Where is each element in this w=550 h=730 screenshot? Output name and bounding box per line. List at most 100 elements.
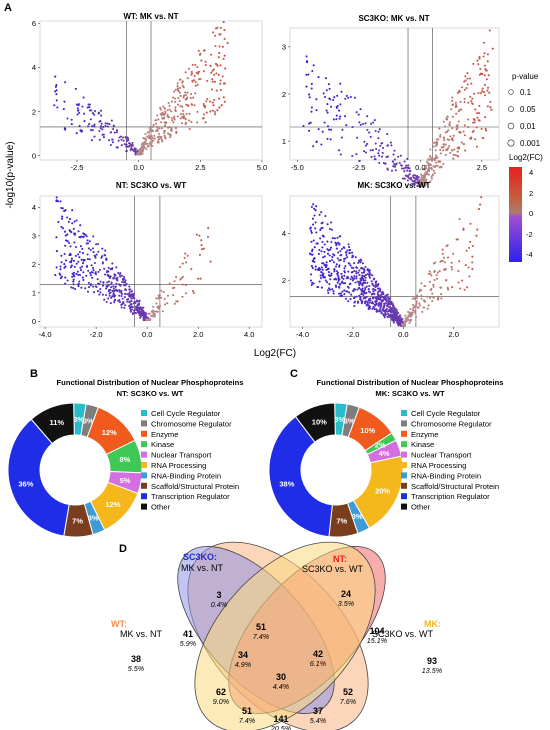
data-point <box>315 141 318 144</box>
data-point <box>343 293 346 296</box>
data-point <box>446 286 449 289</box>
data-point <box>411 303 415 306</box>
data-point <box>339 115 342 118</box>
data-point <box>79 269 83 272</box>
data-point <box>120 294 123 298</box>
data-point <box>427 162 430 165</box>
data-point <box>73 275 76 278</box>
legend-label: Scaffold/Structural Protein <box>151 482 239 491</box>
volcano-y-axis-label: -log10(p-value) <box>5 141 16 208</box>
data-point <box>98 138 101 141</box>
data-point <box>310 106 313 109</box>
venn-region-count: 3 <box>216 590 221 600</box>
data-point <box>98 268 102 271</box>
data-point <box>430 175 433 178</box>
data-point <box>402 167 405 170</box>
data-point <box>375 284 378 287</box>
data-point <box>154 119 157 122</box>
data-point <box>385 299 388 303</box>
data-point <box>143 140 146 144</box>
data-point <box>337 241 340 244</box>
data-point <box>415 303 418 306</box>
data-point <box>122 139 125 142</box>
data-point <box>408 313 411 316</box>
y-tick-label: 3 <box>32 232 36 241</box>
data-point <box>142 316 145 319</box>
data-point <box>366 302 369 305</box>
data-point <box>347 96 350 99</box>
venn-region-count: 93 <box>427 656 437 666</box>
venn-region-percent: 9.0% <box>213 697 230 706</box>
data-point <box>75 219 78 222</box>
data-point <box>338 149 341 152</box>
data-point <box>349 278 352 281</box>
x-tick-label: 0.0 <box>142 330 152 339</box>
x-ticks: -4.0 -2.0 0.0 2.0 4.0 <box>39 327 254 339</box>
data-point <box>142 306 145 309</box>
data-point <box>70 264 73 267</box>
data-point <box>368 269 371 272</box>
data-point <box>479 92 482 95</box>
data-point <box>106 269 109 273</box>
data-point <box>429 180 432 183</box>
data-point <box>315 98 318 101</box>
donut-title: Functional Distribution of Nuclear Phosp… <box>57 378 244 387</box>
legend-swatch <box>401 441 407 448</box>
data-point <box>188 127 191 131</box>
data-point <box>348 262 351 265</box>
data-point <box>128 307 132 310</box>
data-point <box>114 299 117 302</box>
data-point <box>70 257 73 260</box>
data-point <box>112 292 115 295</box>
data-point <box>55 236 58 239</box>
legend-swatch <box>141 472 147 479</box>
legend-swatch <box>401 420 407 427</box>
data-point <box>432 285 435 288</box>
data-point <box>486 89 489 92</box>
data-point <box>152 309 155 312</box>
data-point <box>198 70 201 73</box>
data-point <box>317 128 320 131</box>
data-point <box>361 300 364 303</box>
data-point <box>315 205 318 208</box>
data-point <box>187 67 191 70</box>
data-point <box>190 70 193 73</box>
data-point <box>373 306 376 309</box>
data-point <box>488 29 491 32</box>
data-point <box>362 277 365 280</box>
data-point <box>397 155 400 158</box>
y-tick-label: 4 <box>32 203 36 212</box>
data-point <box>340 281 343 284</box>
data-point <box>486 53 489 56</box>
data-point <box>207 227 210 230</box>
data-point <box>134 150 137 153</box>
data-point <box>423 174 426 177</box>
data-point <box>172 96 175 99</box>
data-point <box>339 153 342 156</box>
data-point <box>387 309 390 313</box>
data-point <box>181 262 184 265</box>
data-point <box>479 67 482 70</box>
data-point <box>100 125 103 128</box>
data-point <box>457 269 460 273</box>
data-point <box>362 282 365 285</box>
data-point <box>451 127 454 130</box>
data-point <box>122 300 125 304</box>
data-point <box>435 161 438 164</box>
data-point <box>70 286 73 289</box>
pvalue-legend-circle <box>507 122 515 130</box>
data-point <box>340 247 344 251</box>
data-point <box>429 296 432 299</box>
data-point <box>324 214 327 218</box>
data-point <box>84 287 87 290</box>
data-point <box>82 96 85 99</box>
data-point <box>438 270 441 273</box>
data-point <box>77 273 80 276</box>
data-point <box>72 227 75 230</box>
data-point <box>76 107 79 110</box>
data-point <box>130 145 133 148</box>
data-point <box>164 110 167 113</box>
data-point <box>431 174 434 177</box>
data-point <box>435 142 438 145</box>
data-point <box>477 119 480 122</box>
